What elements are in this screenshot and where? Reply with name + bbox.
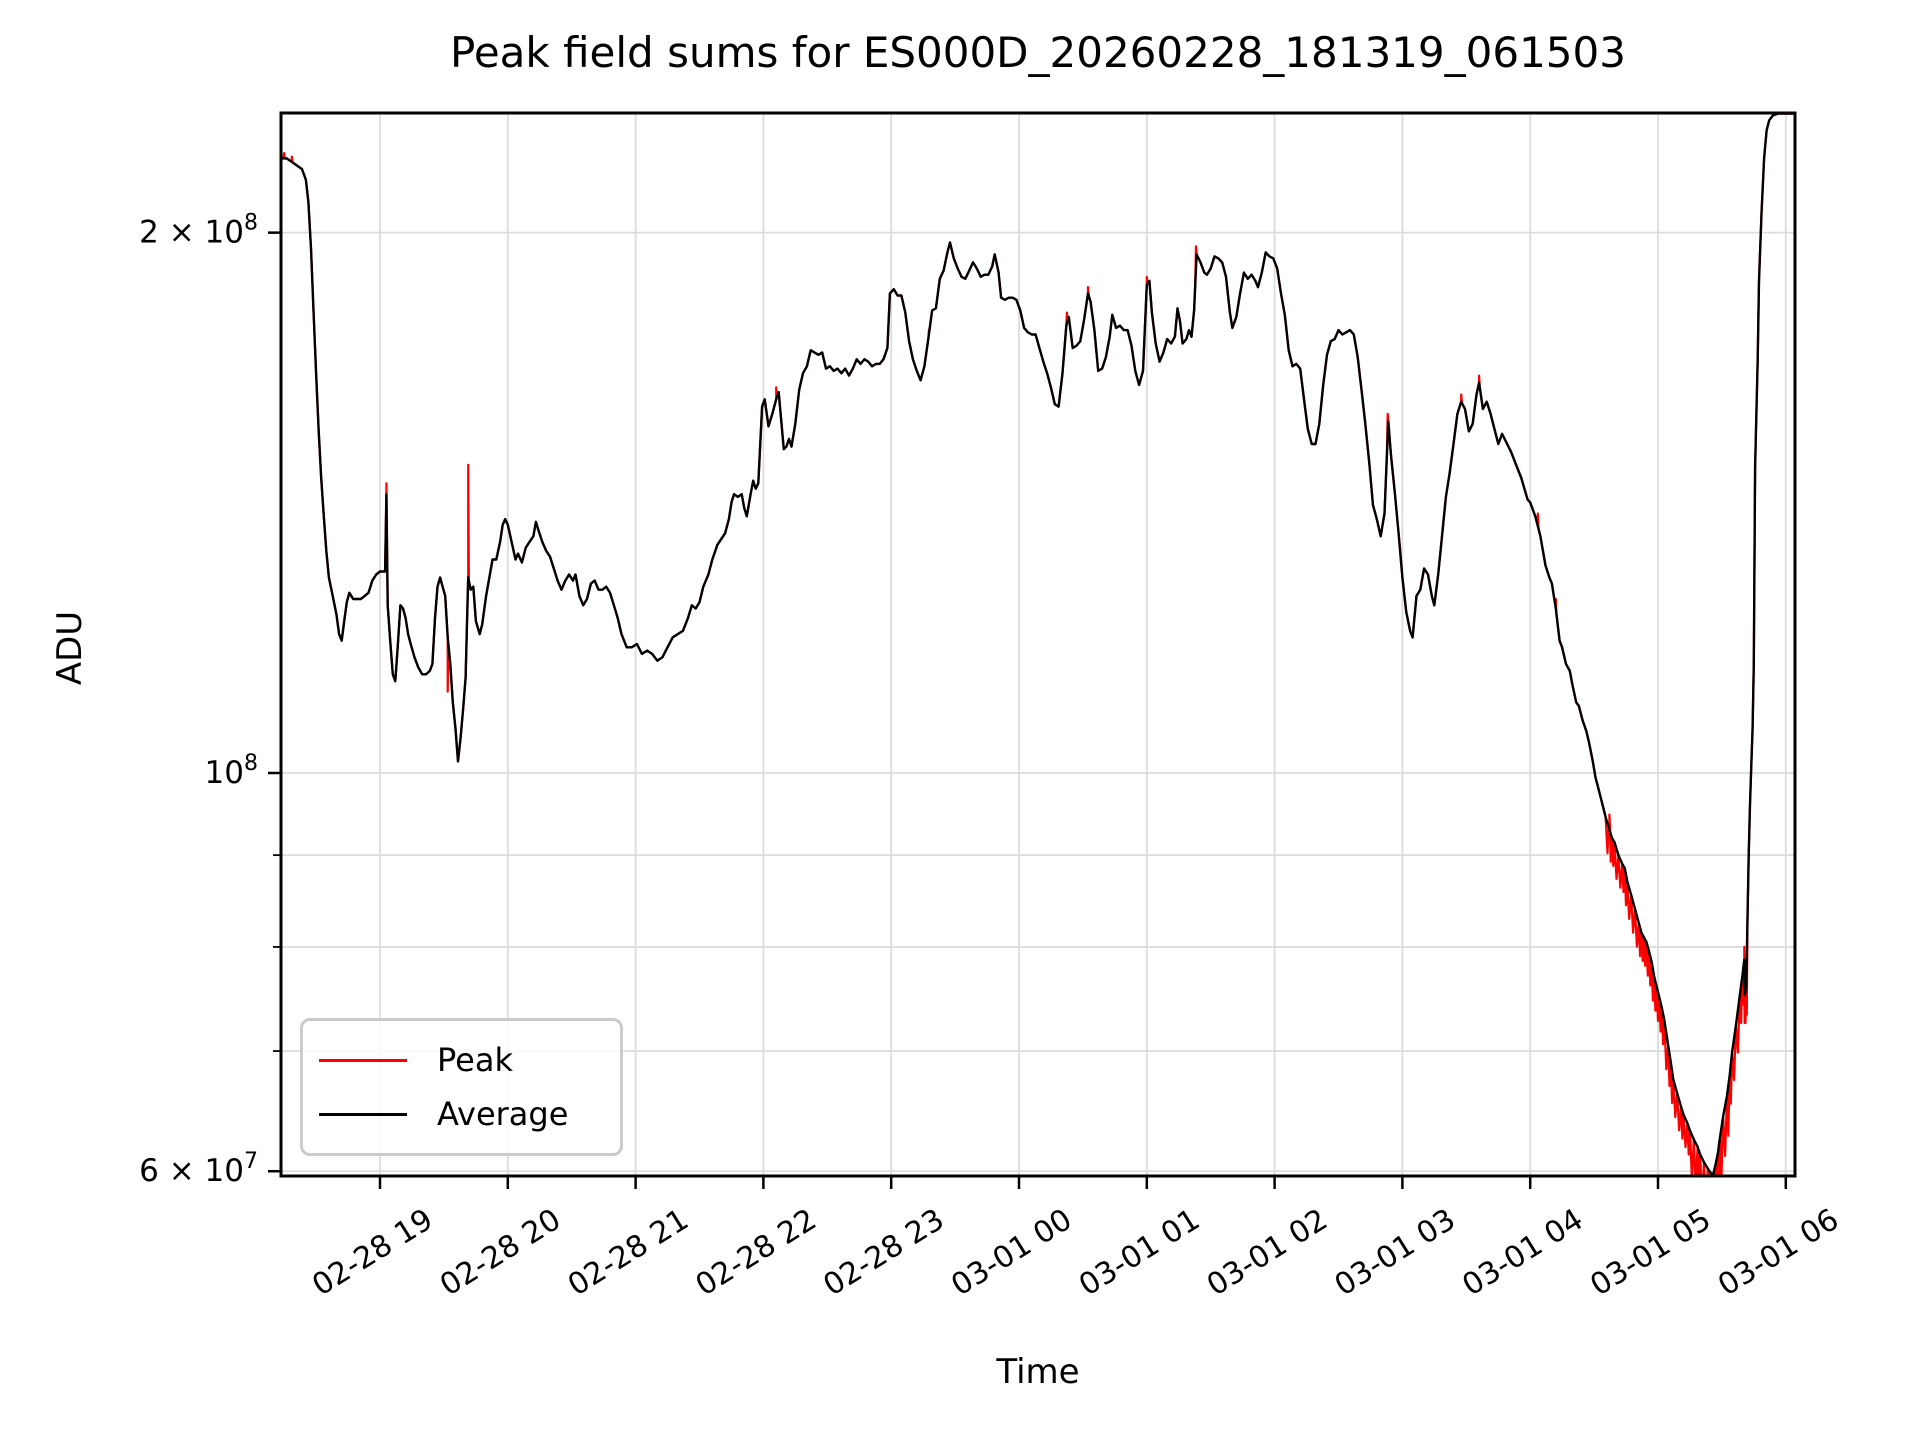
x-tick-label: 03-01 06: [1712, 1202, 1845, 1303]
x-tick-label: 02-28 22: [690, 1202, 823, 1303]
legend-label-peak: Peak: [437, 1041, 513, 1079]
average-line: [281, 113, 1795, 1176]
legend-item-average: Average: [303, 1098, 620, 1130]
y-tick-label: 2 × 108: [139, 211, 258, 251]
chart-title: Peak field sums for ES000D_20260228_1813…: [450, 28, 1626, 77]
x-tick-label: 03-01 04: [1456, 1202, 1589, 1303]
x-axis-label: Time: [996, 1352, 1080, 1392]
x-tick-label: 03-01 00: [945, 1202, 1078, 1303]
y-tick-label: 108: [205, 751, 258, 791]
x-tick-label: 02-28 23: [817, 1202, 950, 1303]
x-tick-label: 03-01 01: [1073, 1202, 1206, 1303]
y-tick-label: 6 × 107: [139, 1149, 258, 1189]
legend: Peak Average: [300, 1018, 623, 1156]
x-tick-label: 02-28 21: [562, 1202, 695, 1303]
y-axis-label: ADU: [50, 610, 90, 686]
legend-label-average: Average: [437, 1095, 569, 1133]
peak-line-sample: [319, 1058, 407, 1062]
average-line-sample: [319, 1112, 407, 1116]
x-tick-label: 03-01 02: [1201, 1202, 1334, 1303]
x-tick-label: 02-28 20: [434, 1202, 567, 1303]
legend-item-peak: Peak: [303, 1044, 620, 1076]
x-tick-label: 02-28 19: [306, 1202, 439, 1303]
x-tick-label: 03-01 05: [1584, 1202, 1717, 1303]
plot-border: [279, 111, 1797, 1178]
tick-marks: [268, 231, 1788, 1189]
x-tick-label: 03-01 03: [1329, 1202, 1462, 1303]
gridlines: [281, 113, 1795, 1176]
